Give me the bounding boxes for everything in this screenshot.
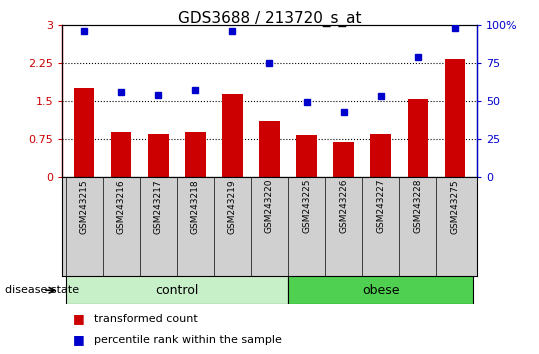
Bar bbox=[334, 143, 354, 177]
Bar bbox=[259, 121, 280, 177]
Text: ■: ■ bbox=[73, 312, 85, 325]
Text: disease state: disease state bbox=[5, 285, 80, 295]
Bar bbox=[66, 276, 288, 304]
Text: GSM243219: GSM243219 bbox=[228, 179, 237, 234]
Text: GSM243227: GSM243227 bbox=[376, 179, 385, 234]
Bar bbox=[74, 88, 94, 177]
Text: GSM243275: GSM243275 bbox=[450, 179, 459, 234]
Text: GSM243226: GSM243226 bbox=[339, 179, 348, 234]
Bar bbox=[148, 134, 169, 177]
Bar bbox=[296, 135, 317, 177]
Text: GSM243225: GSM243225 bbox=[302, 179, 311, 234]
Text: GSM243216: GSM243216 bbox=[117, 179, 126, 234]
Text: GSM243215: GSM243215 bbox=[80, 179, 89, 234]
Text: GSM243220: GSM243220 bbox=[265, 179, 274, 234]
Bar bbox=[222, 94, 243, 177]
Text: ■: ■ bbox=[73, 333, 85, 346]
Bar bbox=[445, 59, 465, 177]
Bar bbox=[288, 276, 473, 304]
Text: transformed count: transformed count bbox=[94, 314, 198, 324]
Bar bbox=[111, 132, 132, 177]
Bar bbox=[407, 99, 428, 177]
Text: GSM243218: GSM243218 bbox=[191, 179, 200, 234]
Text: GDS3688 / 213720_s_at: GDS3688 / 213720_s_at bbox=[178, 11, 361, 27]
Text: control: control bbox=[155, 284, 198, 297]
Bar bbox=[185, 132, 205, 177]
Text: GSM243228: GSM243228 bbox=[413, 179, 422, 234]
Text: obese: obese bbox=[362, 284, 399, 297]
Text: percentile rank within the sample: percentile rank within the sample bbox=[94, 335, 282, 345]
Bar bbox=[370, 134, 391, 177]
Text: GSM243217: GSM243217 bbox=[154, 179, 163, 234]
